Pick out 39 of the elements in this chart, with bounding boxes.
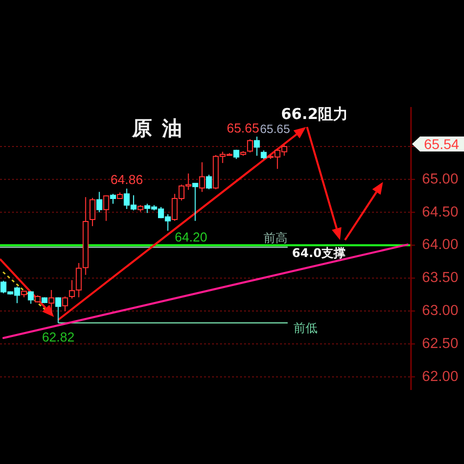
y-tick-label: 62.00: [422, 368, 458, 385]
annotation: 64.20: [174, 230, 208, 244]
candlestick: [116, 192, 123, 199]
candlestick: [62, 296, 68, 312]
y-tick-label: 63.00: [422, 303, 458, 320]
candlestick: [240, 150, 246, 156]
candlestick: [103, 194, 110, 222]
candlestick: [247, 138, 253, 153]
y-tick-label: 64.50: [422, 204, 458, 220]
annotation: 64.0支撑: [292, 246, 346, 260]
candlestick: [199, 162, 206, 192]
y-tick-label: 65.00: [422, 171, 458, 188]
candlestick: [233, 149, 240, 160]
candlestick: [55, 296, 62, 324]
ref-line-label: 前低: [294, 320, 318, 335]
text: 原油: [131, 116, 192, 140]
ref-line-label: 前高: [264, 231, 288, 246]
candlestick: [48, 289, 54, 315]
annotation: 65.65: [226, 120, 260, 136]
candlestick: [42, 296, 48, 304]
y-tick-label: 63.50: [422, 270, 458, 286]
candlestick: [192, 182, 198, 222]
y-tick-label: 62.50: [422, 336, 458, 352]
candlestick: [137, 204, 144, 212]
candlestick: [96, 191, 102, 213]
candlestick: [90, 197, 96, 227]
annotation: 62.82: [42, 329, 74, 344]
annotation: 66.2阻力: [281, 105, 348, 123]
candlestick: [110, 193, 116, 204]
y-tick-label: 64.00: [422, 237, 458, 254]
annotation: 64.86: [110, 172, 143, 188]
candlestick: [260, 150, 267, 160]
annotation: 65.65: [260, 122, 290, 136]
candlestick: [254, 136, 260, 156]
candlestick: [21, 290, 27, 298]
candlestick: [28, 290, 34, 304]
candlestick: [34, 294, 41, 303]
candlestick: [206, 174, 212, 190]
text: 65.54: [424, 136, 460, 152]
